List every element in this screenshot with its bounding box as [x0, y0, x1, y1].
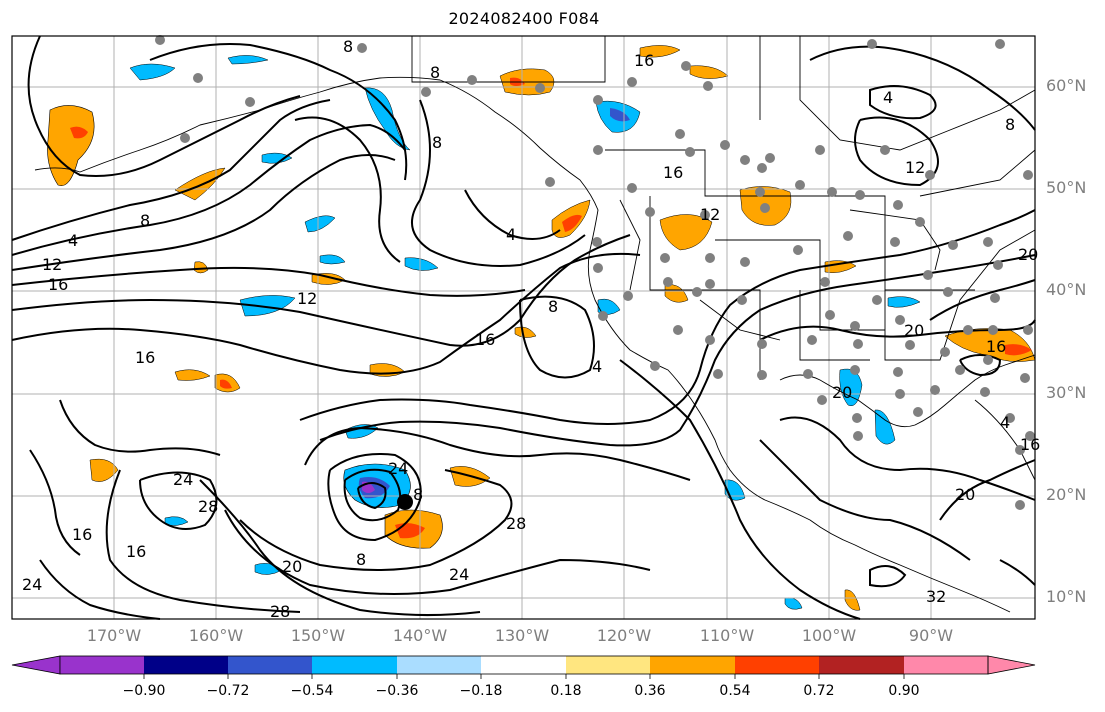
contour-label: 8	[430, 63, 440, 82]
colorbar-tick-label: 0.72	[803, 683, 835, 699]
latitude-label: 60°N	[1046, 76, 1087, 95]
cyclone-center-marker-icon	[397, 494, 413, 510]
contour-label: 8	[548, 297, 558, 316]
colorbar-segment	[904, 656, 988, 674]
anomaly-fills	[47, 45, 1036, 611]
contour-label: 4	[1000, 413, 1010, 432]
latitude-label: 10°N	[1046, 587, 1087, 606]
contour-label: 4	[883, 88, 893, 107]
latitude-label: 40°N	[1046, 280, 1087, 299]
contour-label: 4	[506, 225, 516, 244]
contour-label: 12	[297, 289, 317, 308]
contour-label: 16	[135, 348, 155, 367]
colorbar-segment	[144, 656, 228, 674]
height-contours	[11, 35, 1036, 620]
contour-label: 24	[388, 459, 408, 478]
colorbar-segment	[481, 656, 566, 674]
contour-label: 16	[48, 275, 68, 294]
latitude-label: 30°N	[1046, 383, 1087, 402]
longitude-label: 90°W	[908, 626, 954, 645]
colorbar-segment	[397, 656, 481, 674]
contour-label: 8	[413, 485, 423, 504]
contour-label: 8	[1005, 115, 1015, 134]
colorbar-segment	[650, 656, 735, 674]
colorbar-segment	[819, 656, 904, 674]
colorbar-tick-label: 0.90	[888, 683, 920, 699]
latitude-label: 20°N	[1046, 485, 1087, 504]
contour-label: 28	[198, 497, 218, 516]
colorbar-tick-label: 0.36	[634, 683, 666, 699]
contour-label: 12	[905, 158, 925, 177]
contour-label: 8	[356, 550, 366, 569]
contour-label: 8	[343, 37, 353, 56]
contour-label: 28	[506, 514, 526, 533]
contour-label: 32	[926, 587, 946, 606]
contour-label: 24	[449, 565, 469, 584]
colorbar-segment	[312, 656, 397, 674]
longitude-label: 160°W	[188, 626, 244, 645]
colorbar-tick-label: −0.54	[290, 683, 334, 699]
colorbar-tick-label: −0.36	[375, 683, 419, 699]
contour-label: 28	[270, 602, 290, 621]
longitude-label: 140°W	[392, 626, 448, 645]
contour-label: 20	[1018, 245, 1038, 264]
longitude-label: 120°W	[596, 626, 652, 645]
contour-label: 8	[432, 133, 442, 152]
colorbar-segment	[566, 656, 650, 674]
contour-label: 24	[22, 575, 42, 594]
latitude-label: 50°N	[1046, 178, 1087, 197]
longitude-label: 100°W	[801, 626, 857, 645]
longitude-label: 150°W	[290, 626, 346, 645]
contour-label: 16	[986, 337, 1006, 356]
colorbar-tick-label: −0.72	[206, 683, 250, 699]
contour-label: 4	[68, 231, 78, 250]
colorbar-tick-label: 0.54	[719, 683, 751, 699]
map-frame	[11, 35, 1036, 620]
longitude-label: 110°W	[699, 626, 755, 645]
colorbar-max-arrow	[987, 655, 1036, 675]
colorbar-tick-label: 0.18	[550, 683, 582, 699]
contour-label: 16	[475, 330, 495, 349]
contour-label: 24	[173, 470, 193, 489]
colorbar-segment	[735, 656, 819, 674]
map-title: 2024082400 F084	[448, 9, 600, 28]
colorbar-tick-label: −0.90	[122, 683, 166, 699]
contour-label: 20	[904, 321, 924, 340]
station-dots	[155, 35, 1035, 510]
longitude-label: 130°W	[494, 626, 550, 645]
contour-label: 20	[282, 557, 302, 576]
contour-label: 20	[955, 485, 975, 504]
contour-label: 12	[42, 255, 62, 274]
contour-label: 16	[72, 525, 92, 544]
colorbar	[11, 655, 1036, 679]
contour-label: 4	[592, 357, 602, 376]
contour-label: 8	[140, 211, 150, 230]
colorbar-min-arrow	[11, 655, 61, 675]
contour-label: 12	[700, 205, 720, 224]
contour-label: 16	[126, 542, 146, 561]
contour-label: 16	[634, 51, 654, 70]
longitude-label: 170°W	[86, 626, 142, 645]
colorbar-segment	[228, 656, 312, 674]
contour-label: 20	[832, 383, 852, 402]
colorbar-tick-label: −0.18	[459, 683, 503, 699]
colorbar-segment	[60, 656, 144, 674]
contour-label: 16	[663, 163, 683, 182]
contour-label: 16	[1020, 435, 1040, 454]
